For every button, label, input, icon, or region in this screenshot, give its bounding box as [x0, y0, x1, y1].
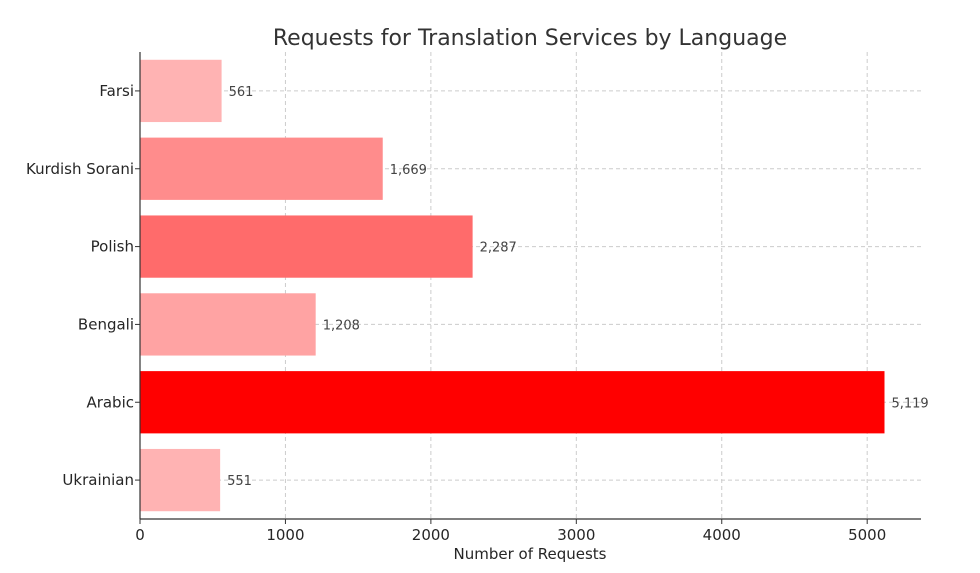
x-tick-label: 0 [135, 526, 145, 544]
data-labels: 561 1,669 2,287 1,208 5,119 551 [227, 85, 929, 489]
y-tick-label: Farsi [99, 82, 134, 100]
bar-farsi [140, 59, 222, 123]
y-tick-label: Arabic [86, 393, 134, 411]
y-tick-label: Ukrainian [62, 471, 134, 489]
bar-polish [140, 215, 473, 278]
x-tick-label: 2000 [412, 526, 450, 544]
x-tick-label: 1000 [266, 526, 304, 544]
bar-kurdish-sorani [140, 137, 383, 200]
x-axis-label: Number of Requests [454, 545, 607, 563]
y-tick-label: Kurdish Sorani [26, 160, 134, 178]
y-tick-label: Bengali [78, 315, 134, 333]
x-axis-ticks: 0 1000 2000 3000 4000 5000 [135, 519, 886, 544]
data-label: 551 [227, 474, 252, 489]
y-axis-ticks: Farsi Kurdish Sorani Polish Bengali Arabic Uk… [26, 82, 140, 489]
bar-ukrainian [140, 448, 221, 512]
x-tick-label: 5000 [848, 526, 886, 544]
bar-bengali [140, 293, 316, 356]
data-label: 1,208 [323, 318, 360, 333]
bars [140, 59, 885, 512]
grid-lines [139, 52, 921, 519]
data-label: 1,669 [390, 163, 427, 178]
y-tick-label: Polish [91, 238, 134, 256]
bar-arabic [140, 371, 885, 434]
chart-title: Requests for Translation Services by Lan… [273, 26, 787, 51]
data-label: 2,287 [480, 241, 517, 256]
x-tick-label: 4000 [703, 526, 741, 544]
data-label: 5,119 [891, 396, 928, 411]
axes [139, 52, 921, 520]
data-label: 561 [229, 85, 254, 100]
x-tick-label: 3000 [557, 526, 595, 544]
